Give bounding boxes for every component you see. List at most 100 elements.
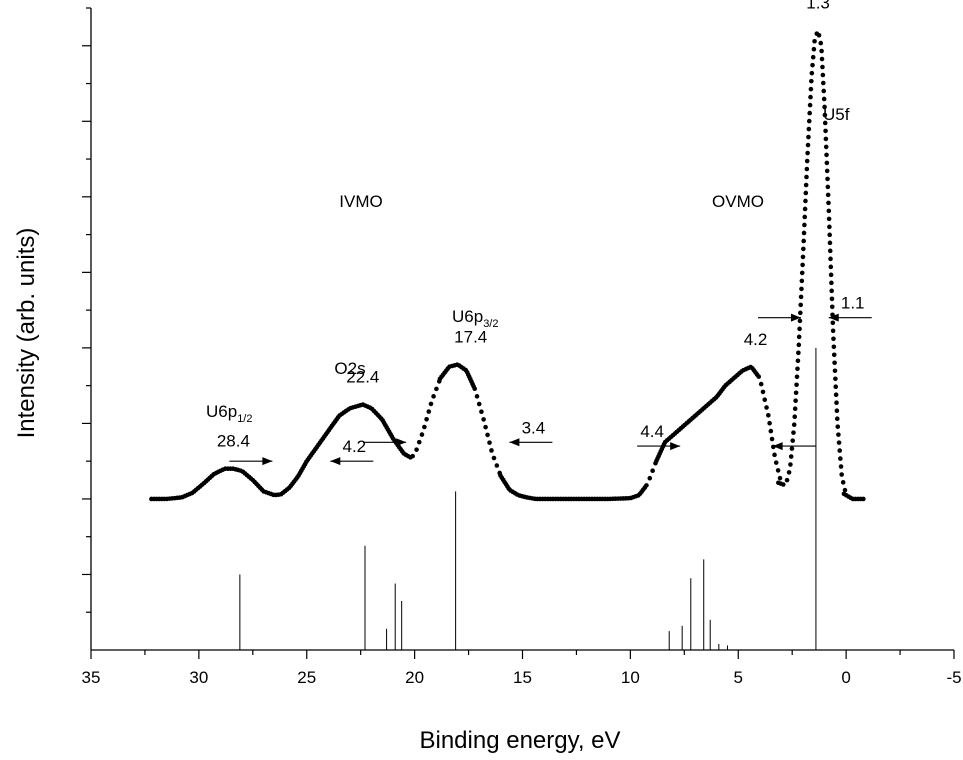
- data-point: [822, 120, 828, 126]
- width-arrow-head: [330, 457, 341, 466]
- data-point: [798, 302, 804, 308]
- data-point: [818, 40, 824, 46]
- data-point: [826, 200, 831, 206]
- data-point: [829, 296, 835, 302]
- data-point: [487, 440, 492, 445]
- data-point: [799, 278, 805, 284]
- annotation-o2s: O2s: [334, 359, 365, 378]
- data-point: [828, 272, 834, 278]
- data-point: [825, 184, 831, 190]
- data-point: [489, 448, 494, 453]
- data-point: [797, 326, 802, 332]
- annotation-ovmo: OVMO: [712, 192, 764, 211]
- data-point: [794, 382, 799, 388]
- data-point: [410, 453, 415, 459]
- data-point: [800, 254, 806, 260]
- data-point: [802, 206, 808, 212]
- data-point: [822, 112, 828, 118]
- data-point: [821, 80, 826, 86]
- data-point: [827, 240, 833, 246]
- data-point: [428, 401, 434, 407]
- data-point: [810, 62, 815, 68]
- data-point: [644, 483, 649, 488]
- peak-label: 17.4: [454, 327, 487, 346]
- data-point: [766, 413, 771, 418]
- data-point: [768, 428, 774, 434]
- data-point: [784, 477, 790, 483]
- x-axis-title: Binding energy, eV: [419, 727, 620, 754]
- data-point: [789, 446, 795, 451]
- annotation-u6p32-main: U6p: [452, 307, 483, 326]
- width-label: 1.1: [841, 294, 865, 313]
- data-point: [803, 198, 808, 204]
- x-tick-label: -5: [946, 668, 961, 687]
- data-point: [831, 336, 836, 342]
- data-point: [472, 386, 478, 391]
- x-tick-label: 5: [734, 668, 743, 687]
- data-point: [837, 448, 843, 453]
- data-point: [833, 384, 839, 390]
- data-point: [769, 436, 775, 442]
- data-point: [777, 475, 783, 481]
- data-point: [836, 432, 841, 437]
- data-point: [416, 439, 422, 445]
- annotation-u5f: U5f: [823, 105, 850, 124]
- data-point: [838, 456, 843, 461]
- data-point: [476, 401, 482, 407]
- data-point: [832, 360, 837, 366]
- data-point: [827, 224, 832, 230]
- data-point: [792, 406, 798, 412]
- data-point: [808, 94, 813, 100]
- data-point: [836, 440, 842, 445]
- data-point: [485, 432, 490, 438]
- peak-label: 28.4: [217, 432, 250, 451]
- width-arrow-head: [262, 457, 273, 466]
- data-point: [647, 475, 653, 481]
- calculated-levels: [239, 347, 817, 650]
- width-arrow-head: [772, 442, 783, 451]
- data-point: [801, 238, 806, 244]
- data-point: [419, 432, 425, 437]
- data-point: [802, 214, 808, 220]
- data-point: [801, 246, 806, 252]
- data-point: [823, 128, 828, 134]
- data-point: [840, 480, 846, 485]
- data-point: [812, 38, 817, 44]
- data-point: [861, 496, 866, 502]
- peak-label: 1.3: [806, 0, 830, 13]
- data-point: [791, 430, 796, 435]
- data-point: [826, 208, 832, 214]
- data-point: [431, 394, 436, 399]
- y-axis-ticks: [82, 7, 91, 613]
- data-point: [826, 216, 832, 222]
- data-point: [796, 334, 802, 340]
- data-point: [809, 70, 815, 76]
- data-point: [479, 409, 484, 415]
- annotation-ivmo: IVMO: [339, 192, 382, 211]
- data-point: [835, 424, 841, 429]
- data-point: [788, 454, 794, 459]
- data-point: [842, 487, 848, 493]
- annotation-u6p12: U6p1/2: [206, 402, 252, 425]
- data-point: [793, 390, 799, 396]
- x-tick-label: 25: [297, 668, 316, 687]
- annotation-u6p12-main: U6p: [206, 402, 237, 421]
- data-point: [827, 248, 833, 254]
- data-point: [832, 368, 838, 374]
- data-point: [775, 468, 781, 473]
- data-point: [811, 46, 817, 52]
- data-point: [828, 256, 833, 262]
- width-arrow-head: [790, 313, 801, 322]
- data-point: [804, 158, 810, 164]
- data-point: [800, 262, 805, 268]
- data-point: [798, 294, 804, 300]
- data-point: [805, 142, 811, 148]
- data-point: [833, 392, 839, 398]
- data-point: [773, 460, 779, 465]
- y-axis-title: Intensity (arb. units): [13, 228, 40, 439]
- data-point: [803, 190, 809, 196]
- data-point: [819, 56, 825, 62]
- data-point: [780, 482, 786, 487]
- data-point: [833, 376, 838, 382]
- data-point: [824, 160, 830, 166]
